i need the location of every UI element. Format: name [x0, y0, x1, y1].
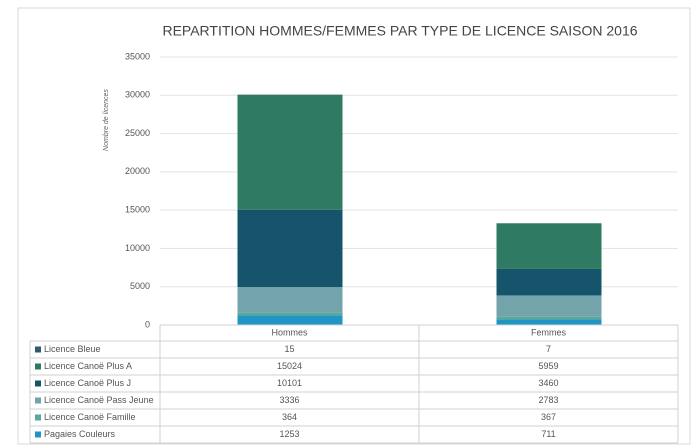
legend-swatch	[35, 346, 41, 353]
bar-segment	[237, 312, 343, 316]
legend-label: Licence Canoë Plus A	[44, 361, 132, 371]
y-tick-label: 5000	[130, 281, 150, 291]
table-value: 15	[284, 344, 294, 354]
y-tick-label: 25000	[125, 128, 150, 138]
y-axis-label: Nombre de licences	[103, 89, 110, 151]
bar-segment	[237, 315, 343, 325]
table-value: 15024	[277, 361, 302, 371]
legend-label: Licence Canoë Famille	[44, 412, 136, 422]
y-tick-label: 20000	[125, 166, 150, 176]
bar-segment	[237, 287, 343, 313]
table-value: 364	[282, 412, 297, 422]
legend-label: Pagaies Couleurs	[44, 429, 116, 439]
x-tick-label: Hommes	[271, 327, 308, 337]
legend-swatch	[35, 414, 41, 421]
y-tick-label: 15000	[125, 205, 150, 215]
legend-swatch	[35, 380, 41, 387]
table-value: 1253	[279, 429, 299, 439]
table-value: 5959	[538, 361, 558, 371]
bar-segment	[237, 94, 343, 210]
bar-segment	[237, 209, 343, 288]
table-value: 10101	[277, 378, 302, 388]
bar-segment	[496, 223, 602, 269]
x-tick-label: Femmes	[531, 327, 567, 337]
bar-segment	[496, 268, 602, 296]
table-value: 7	[546, 344, 551, 354]
table-value: 2783	[538, 395, 558, 405]
bar-segment	[496, 319, 602, 325]
y-tick-label: 30000	[125, 90, 150, 100]
table-value: 711	[541, 429, 555, 439]
legend-label: Licence Canoë Plus J	[44, 378, 131, 388]
bar-segment	[496, 316, 602, 320]
y-tick-label: 0	[145, 319, 150, 329]
table-value: 3460	[538, 378, 558, 388]
table-value: 3336	[279, 395, 299, 405]
legend-label: Licence Bleue	[44, 344, 101, 354]
y-tick-label: 10000	[125, 243, 150, 253]
legend-swatch	[35, 397, 41, 404]
bar-segment	[496, 295, 602, 317]
legend-label: Licence Canoë Pass Jeune	[44, 395, 154, 405]
legend-swatch	[35, 363, 41, 370]
y-tick-label: 35000	[125, 51, 150, 61]
legend-swatch	[35, 431, 41, 438]
table-value: 367	[541, 412, 556, 422]
chart-title: REPARTITION HOMMES/FEMMES PAR TYPE DE LI…	[162, 23, 637, 39]
